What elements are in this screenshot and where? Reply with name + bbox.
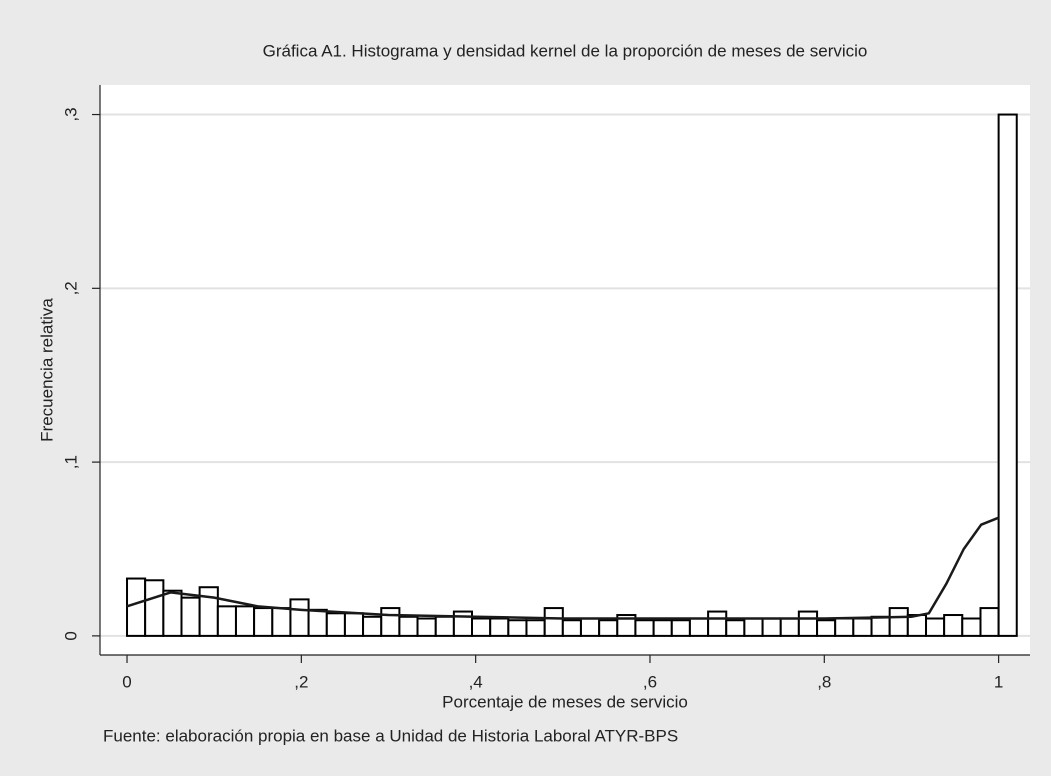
histogram-bar	[598, 619, 619, 637]
histogram-bar	[126, 577, 147, 637]
histogram-bar	[743, 617, 764, 637]
histogram-bar	[325, 612, 346, 637]
y-tick-label: ,2	[61, 281, 80, 295]
histogram-bar	[507, 619, 528, 637]
histogram-bar	[198, 586, 219, 637]
x-tick-label: ,4	[469, 672, 483, 691]
histogram-bar	[561, 619, 582, 637]
y-axis-label: Frecuencia relativa	[37, 298, 56, 442]
histogram-bar	[289, 598, 310, 637]
histogram-bar	[761, 617, 782, 637]
chart-title: Gráfica A1. Histograma y densidad kernel…	[263, 41, 868, 60]
histogram-bar	[707, 610, 728, 637]
histogram-bar	[997, 113, 1018, 637]
histogram-bar	[779, 617, 800, 637]
histogram-bar	[816, 619, 837, 637]
histogram-bar	[670, 619, 691, 637]
histogram-bar	[979, 607, 1000, 637]
histogram-bar	[416, 617, 437, 637]
y-tick-label: 0	[61, 631, 80, 640]
x-tick-label: ,8	[817, 672, 831, 691]
histogram-bar	[398, 615, 419, 637]
histogram-bar	[797, 610, 819, 637]
x-tick-label: ,6	[643, 672, 657, 691]
y-tick-label: ,3	[61, 107, 80, 121]
histogram-bar	[216, 605, 237, 637]
histogram-bar	[180, 596, 201, 637]
histogram-bar	[888, 607, 909, 637]
histogram-bar	[525, 619, 546, 637]
histogram-bar	[943, 614, 964, 637]
histogram-bar	[271, 607, 292, 637]
histogram-bar	[162, 589, 183, 637]
histogram-bar	[253, 607, 274, 637]
histogram-bar	[144, 579, 165, 637]
source-note: Fuente: elaboración propia en base a Uni…	[103, 726, 678, 745]
histogram-bar	[725, 619, 746, 637]
histogram-bar	[961, 617, 982, 637]
histogram-bar	[688, 617, 710, 637]
histogram-bar	[434, 615, 455, 637]
histogram-bar	[362, 615, 383, 637]
histogram-bar	[234, 605, 256, 637]
x-tick-label: 1	[994, 672, 1003, 691]
x-tick-label: 0	[122, 672, 131, 691]
histogram-bar	[343, 612, 365, 637]
histogram-bar	[834, 617, 855, 637]
histogram-bar	[579, 617, 601, 637]
plot-area	[100, 85, 1030, 655]
histogram-bar	[870, 615, 891, 637]
histogram-bar	[906, 614, 928, 637]
histogram-bar	[307, 608, 328, 637]
histogram-bar	[652, 619, 673, 637]
x-tick-label: ,2	[294, 672, 308, 691]
histogram-bar	[852, 617, 873, 637]
density-line	[126, 516, 1000, 620]
histogram-bar	[489, 617, 510, 637]
x-axis-label: Porcentaje de meses de servicio	[442, 692, 688, 711]
y-tick-label: ,1	[61, 455, 80, 469]
histogram-bar	[471, 617, 492, 637]
histogram-bar	[543, 607, 564, 637]
histogram-bar	[634, 619, 655, 637]
histogram-bar	[380, 607, 401, 637]
histogram-bar	[925, 617, 946, 637]
